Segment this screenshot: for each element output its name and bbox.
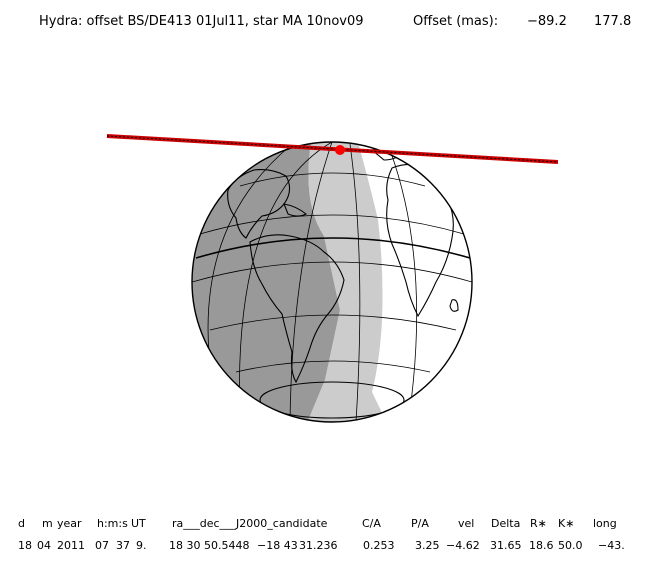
col-header-ut: UT (131, 517, 146, 530)
col-header-pa: P/A (411, 517, 429, 530)
globe-outline (191, 141, 473, 423)
table-value-row: 18 04 2011 07 37 9. 18 30 50.5448 −18 43… (0, 539, 645, 555)
cell-hour: 07 (95, 539, 109, 552)
col-header-radec: ra___dec___J2000_candidate (172, 517, 328, 530)
globe-shading (192, 142, 472, 422)
col-header-m: m (42, 517, 53, 530)
cell-dec-sec: 31.236 (299, 539, 338, 552)
latitude-lines (192, 172, 472, 373)
plot-title: Hydra: offset BS/DE413 01Jul11, star MA … (39, 14, 364, 29)
table-header-row: d m year h:m:s UT ra___dec___J2000_candi… (0, 517, 645, 533)
cell-delta: 31.65 (490, 539, 522, 552)
offset-label: Offset (mas): (413, 14, 499, 29)
shadow-center-point (335, 145, 345, 155)
cell-pa: 3.25 (415, 539, 440, 552)
equator-line (195, 237, 471, 259)
col-header-year: year (57, 517, 82, 530)
cell-minute: 37 (116, 539, 130, 552)
col-header-long: long (593, 517, 617, 530)
cell-kstar: 50.0 (558, 539, 583, 552)
longitude-lines (207, 142, 418, 422)
cell-ra: 18 30 50.5448 (169, 539, 250, 552)
cell-year: 2011 (57, 539, 85, 552)
plot-title-line: Hydra: offset BS/DE413 01Jul11, star MA … (0, 14, 645, 32)
offset-dec-value: 177.8 (594, 14, 632, 29)
cell-long: −43. (598, 539, 625, 552)
col-header-delta: Delta (491, 517, 521, 530)
col-header-kstar: K∗ (558, 517, 575, 530)
col-header-hms: h:m:s (97, 517, 128, 530)
cell-m: 04 (37, 539, 51, 552)
cell-vel: −4.62 (446, 539, 480, 552)
col-header-d: d (18, 517, 25, 530)
cell-d: 18 (18, 539, 32, 552)
cell-rstar: 18.6 (529, 539, 554, 552)
night-region (192, 142, 340, 422)
offset-ra-value: −89.2 (527, 14, 567, 29)
cell-dec-deg-min: −18 43 (257, 539, 298, 552)
cell-ca: 0.253 (363, 539, 395, 552)
col-header-ca: C/A (362, 517, 381, 530)
col-header-rstar: R∗ (530, 517, 547, 530)
col-header-vel: vel (458, 517, 475, 530)
cell-second: 9. (136, 539, 147, 552)
occultation-shadow-path (106, 134, 559, 164)
